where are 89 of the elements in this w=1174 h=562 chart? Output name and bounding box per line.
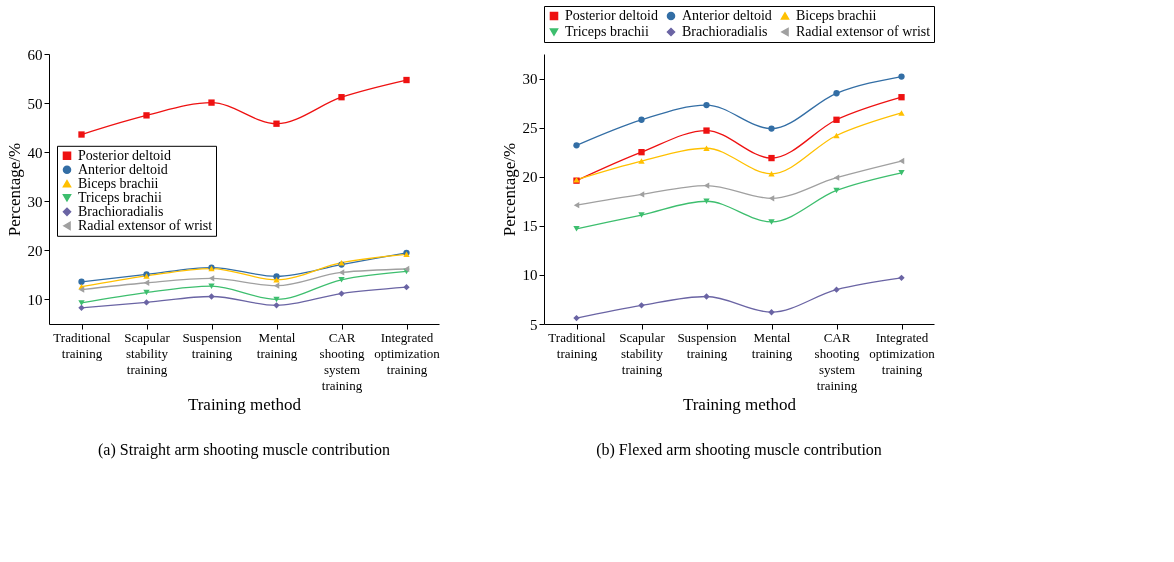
point: [898, 274, 905, 282]
point: [833, 90, 840, 97]
point: [208, 283, 215, 289]
point: [573, 226, 580, 232]
point: [703, 293, 710, 300]
point: [768, 125, 775, 132]
point: [143, 279, 150, 286]
point: [403, 284, 410, 291]
point: [898, 170, 905, 176]
point: [573, 202, 580, 209]
point: [143, 112, 150, 119]
x-tick-label: CAR shooting system training: [814, 329, 860, 393]
y-tick-label: 20: [522, 169, 538, 186]
point: [208, 293, 215, 300]
x-tick-label: Traditional training: [548, 329, 607, 361]
legend-label: Anterior deltoid: [682, 8, 772, 23]
y-tick-label: 40: [27, 144, 43, 161]
point: [273, 302, 280, 309]
y-tick-label: 25: [522, 120, 538, 137]
x-tick-label: Mental training: [751, 329, 793, 361]
legend-label: Brachioradialis: [682, 24, 768, 39]
y-tick-label: 10: [522, 267, 538, 284]
legend-label: Anterior deltoid: [78, 161, 168, 177]
x-tick-label: Scapular stability training: [619, 329, 666, 377]
point: [638, 158, 645, 164]
x-tick-label: Mental training: [256, 329, 298, 361]
point: [338, 94, 345, 101]
point: [208, 99, 215, 106]
y-tick-label: 15: [522, 218, 538, 235]
point: [898, 157, 905, 165]
point: [273, 277, 280, 283]
point: [638, 149, 645, 156]
point: [768, 219, 775, 225]
point: [143, 299, 150, 306]
point: [638, 302, 645, 309]
point: [703, 127, 710, 134]
y-tick-label: 50: [27, 95, 43, 112]
x-axis-title: Training method: [682, 394, 797, 414]
x-tick-label: Integrated optimization training: [869, 329, 936, 377]
x-tick-label: Integrated optimization training: [374, 329, 441, 377]
point: [768, 154, 775, 162]
point: [898, 94, 905, 101]
point: [143, 289, 150, 296]
point: [78, 278, 85, 285]
point: [208, 275, 215, 282]
point: [78, 131, 85, 138]
legend-label: Posterior deltoid: [78, 147, 171, 163]
legend-label: Biceps brachii: [796, 8, 877, 23]
text: (a) Straight arm shooting muscle contribution: [98, 441, 390, 459]
y-tick-label: 30: [27, 193, 43, 210]
point: [768, 171, 775, 177]
point: [833, 286, 840, 293]
point: [703, 145, 710, 151]
legend-label: Posterior deltoid: [565, 8, 658, 23]
point: [338, 290, 345, 297]
y-tick-label: 5: [530, 316, 538, 333]
text: (b) Flexed arm shooting muscle contribution: [596, 441, 882, 459]
point: [898, 110, 905, 116]
point: [768, 309, 775, 316]
point: [898, 73, 905, 80]
y-tick-label: 60: [27, 46, 43, 63]
point: [638, 212, 645, 218]
x-tick-label: CAR shooting system training: [319, 329, 365, 393]
legend-label: Brachioradialis: [78, 203, 164, 219]
x-tick-label: Suspension training: [182, 329, 243, 361]
point: [338, 277, 345, 283]
y-tick-label: 10: [27, 291, 43, 308]
x-tick-label: Suspension training: [677, 329, 738, 361]
legend-label: Biceps brachii: [78, 175, 159, 191]
point: [833, 132, 840, 139]
y-tick-label: 20: [27, 242, 43, 259]
point: [273, 120, 280, 127]
legend-label: Radial extensor of wrist: [78, 217, 213, 233]
legend-label: Radial extensor of wrist: [796, 24, 931, 39]
legend-label: Triceps brachii: [565, 24, 649, 39]
y-tick-label: 30: [522, 71, 538, 88]
point: [78, 304, 85, 311]
y-axis-title: Percentage/%: [4, 142, 24, 237]
x-axis-title: Training method: [187, 394, 302, 414]
point: [573, 142, 580, 149]
point: [403, 76, 410, 84]
point: [78, 300, 85, 306]
x-tick-label: Traditional training: [53, 329, 112, 361]
point: [638, 116, 645, 123]
point: [703, 101, 710, 109]
y-axis-title: Percentage/%: [499, 142, 519, 237]
point: [833, 116, 840, 123]
point: [573, 314, 580, 322]
x-tick-label: Scapular stability training: [124, 329, 171, 377]
